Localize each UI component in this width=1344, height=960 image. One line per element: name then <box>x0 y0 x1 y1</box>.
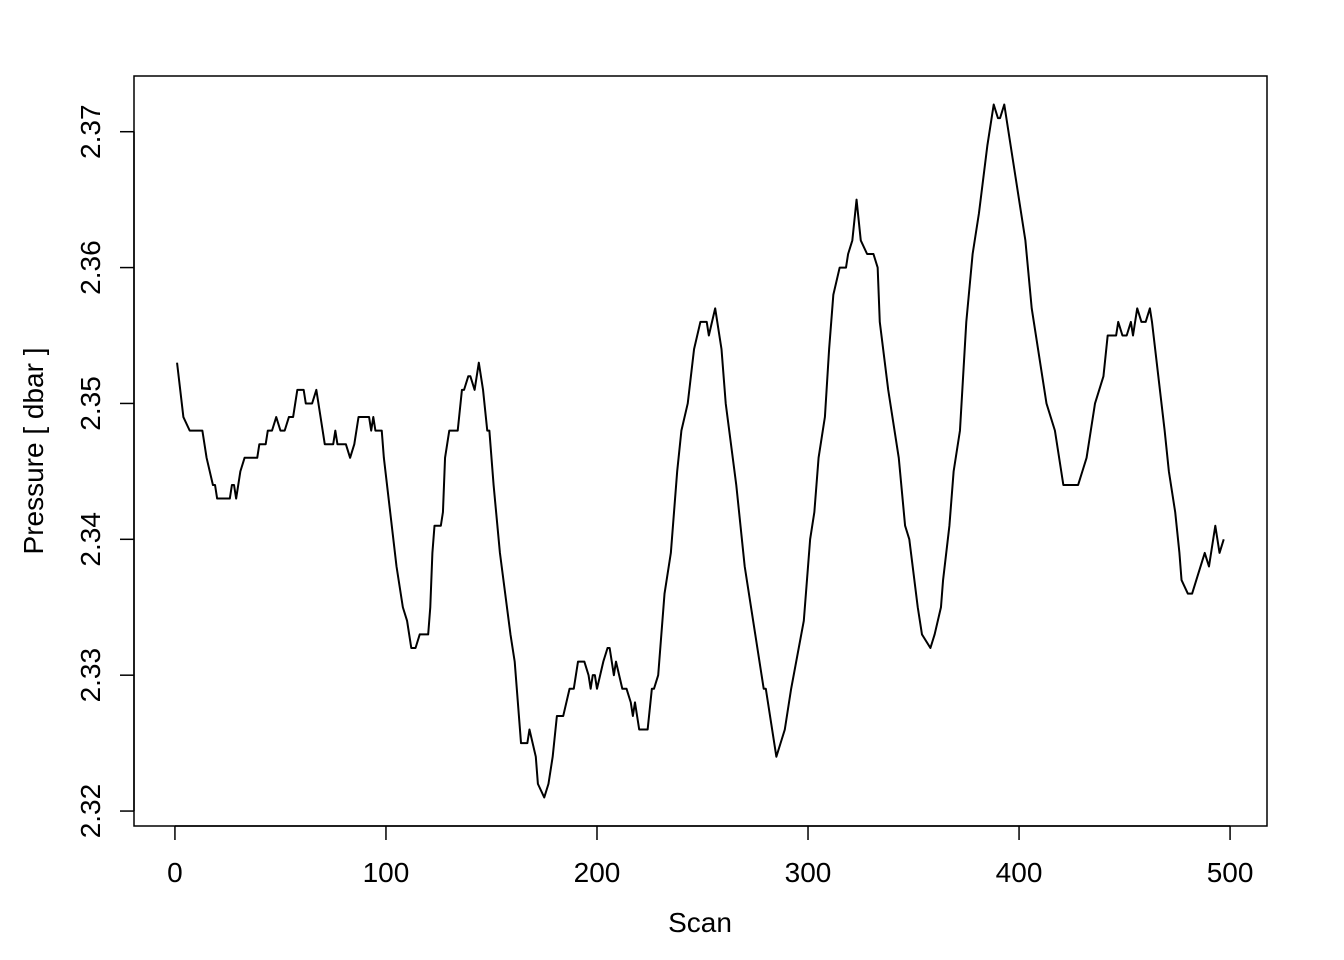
data-line <box>176 103 1225 799</box>
x-tick-label: 100 <box>363 857 410 888</box>
plot-box <box>133 75 1268 827</box>
x-tick-label: 400 <box>996 857 1043 888</box>
y-tick-label: 2.37 <box>75 104 106 159</box>
y-tick-label: 2.33 <box>75 648 106 703</box>
y-tick-label: 2.32 <box>75 784 106 839</box>
x-tick-label: 200 <box>574 857 621 888</box>
x-tick-label: 500 <box>1207 857 1254 888</box>
y-tick-label: 2.34 <box>75 512 106 567</box>
x-tick-label: 300 <box>785 857 832 888</box>
y-axis-label: Pressure [ dbar ] <box>18 348 49 555</box>
y-tick-label: 2.35 <box>75 376 106 431</box>
y-tick-label: 2.36 <box>75 240 106 295</box>
x-axis-label: Scan <box>668 907 732 938</box>
x-tick-label: 0 <box>167 857 183 888</box>
